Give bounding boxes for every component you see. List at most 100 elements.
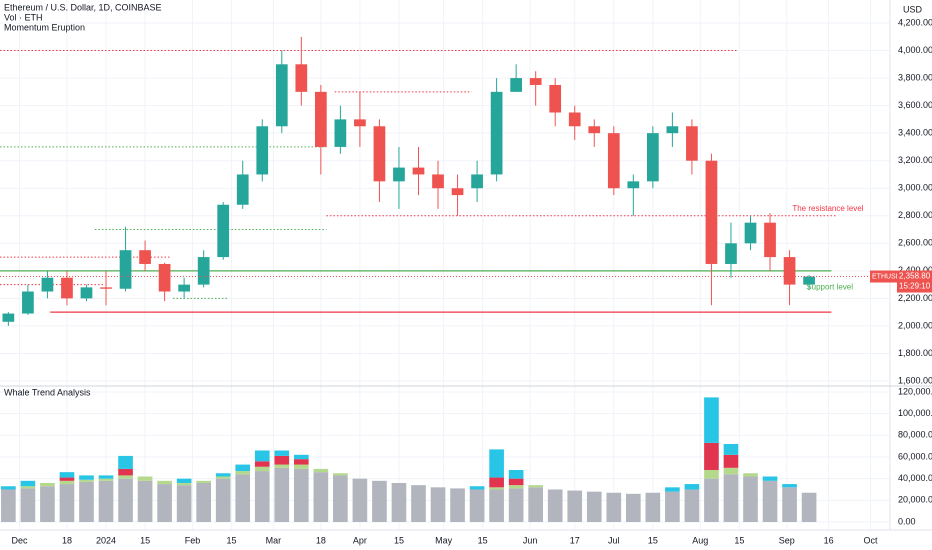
bar-segment — [313, 472, 329, 522]
bar-segment — [1, 486, 16, 490]
bar-segment — [723, 454, 739, 468]
y-tick-label: 60,000.00 — [898, 451, 932, 461]
last-price-box — [897, 270, 932, 293]
candle — [783, 250, 796, 306]
bar-segment — [508, 478, 524, 486]
y-tick-label: 3,200.00 — [898, 155, 932, 165]
bar-segment — [567, 490, 583, 522]
bar-segment — [801, 492, 817, 522]
candle-body — [607, 133, 620, 189]
bar-segment — [313, 468, 329, 473]
bar-segment — [79, 479, 94, 482]
x-tick-label: Dec — [12, 535, 29, 545]
bar-segment — [762, 476, 778, 481]
candle-body — [2, 313, 15, 322]
candle-body — [236, 174, 249, 205]
candle — [236, 160, 249, 209]
candle-body — [666, 126, 679, 134]
candle-body — [646, 133, 659, 182]
candle-body — [764, 222, 776, 258]
bar-segment — [118, 468, 133, 476]
bar-segment — [528, 487, 543, 522]
candle-body — [529, 78, 542, 85]
candle-body — [197, 257, 210, 285]
candle-body — [334, 119, 347, 147]
bar-segment — [723, 443, 739, 455]
bar-segment — [665, 487, 680, 492]
y-tick-label: 3,000.00 — [898, 183, 932, 193]
bar-segment — [235, 464, 251, 472]
bar-segment — [20, 486, 36, 489]
bar-segment — [40, 482, 55, 487]
candle — [588, 119, 601, 147]
bar-segment — [723, 467, 739, 475]
bar-segment — [254, 466, 270, 472]
candle — [803, 274, 815, 291]
bar-segment — [508, 485, 524, 489]
candle — [549, 78, 562, 127]
bar-segment — [59, 480, 75, 485]
bar-segment — [98, 475, 114, 479]
candle — [529, 71, 542, 106]
y-axis-label: USD — [903, 4, 923, 14]
x-tick-label: 2024 — [96, 535, 116, 545]
bar-segment — [98, 480, 114, 522]
y-tick-label: 2,800.00 — [898, 210, 932, 220]
candle — [373, 119, 386, 203]
bar-segment — [20, 488, 36, 522]
indicator-name: Vol · ETH — [4, 12, 43, 22]
bar-segment — [98, 478, 114, 481]
bar-segment — [333, 473, 348, 476]
x-tick-label: Apr — [353, 535, 367, 545]
candle-body — [627, 181, 640, 189]
bar-segment — [59, 484, 75, 522]
x-tick-label: 16 — [824, 535, 834, 545]
bar-segment — [40, 486, 55, 522]
bar-segment — [586, 491, 602, 522]
bar-segment — [254, 461, 270, 467]
bar-segment — [293, 464, 309, 469]
candle-body — [139, 250, 151, 264]
candle — [432, 160, 444, 209]
annotation: The resistance level — [792, 204, 863, 213]
bar-segment — [704, 397, 719, 443]
bar-segment — [79, 481, 94, 522]
candle — [158, 262, 171, 302]
chart-title: Ethereum / U.S. Dollar, 1D, COINBASE — [4, 2, 162, 12]
bar-segment — [254, 471, 270, 522]
bar-segment — [743, 476, 758, 522]
x-tick-label: Jul — [608, 535, 620, 545]
x-tick-label: 15 — [140, 535, 150, 545]
bar-segment — [743, 473, 758, 477]
y-tick-label: 1,800.00 — [898, 348, 932, 358]
candle-body — [275, 64, 288, 127]
x-tick-label: 18 — [316, 535, 326, 545]
x-tick-label: Mar — [266, 535, 282, 545]
bar-segment — [118, 455, 133, 469]
bar-segment — [215, 478, 231, 522]
candle — [41, 270, 54, 299]
last-price-label: 2,358.80 — [899, 272, 931, 281]
bar-segment — [508, 469, 524, 479]
y-tick-label: 4,200.00 — [898, 17, 932, 27]
bar-segment — [547, 489, 563, 522]
bar-segment — [469, 489, 485, 522]
candle — [568, 105, 581, 141]
candle — [197, 250, 210, 288]
y-tick-label: 20,000.00 — [898, 495, 932, 505]
candle-body — [314, 91, 327, 147]
candle-body — [217, 204, 230, 258]
y-tick-label: 100,000.00 — [898, 408, 932, 418]
candle — [627, 174, 640, 216]
y-tick-label: 80,000.00 — [898, 430, 932, 440]
symbol-tag-box — [870, 270, 897, 283]
candle — [725, 222, 737, 278]
y-tick-label: 0.00 — [898, 516, 916, 526]
candle — [217, 202, 230, 260]
y-tick-label: 2,600.00 — [898, 238, 932, 248]
candle-body — [490, 91, 503, 175]
bar-segment — [118, 475, 133, 479]
bar-segment — [59, 477, 75, 481]
bar-segment — [274, 450, 290, 456]
